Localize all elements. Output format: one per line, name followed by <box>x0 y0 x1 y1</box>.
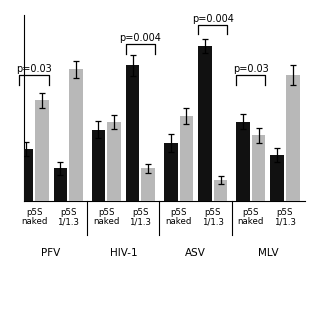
Text: HIV-1: HIV-1 <box>109 248 137 258</box>
Bar <box>252 135 266 201</box>
Text: p=0.004: p=0.004 <box>119 33 161 43</box>
Bar <box>107 122 121 201</box>
Text: PFV: PFV <box>42 248 61 258</box>
Text: ASV: ASV <box>185 248 206 258</box>
Text: MLV: MLV <box>258 248 278 258</box>
Bar <box>92 130 105 201</box>
Bar <box>286 75 300 201</box>
Bar <box>214 180 228 201</box>
Bar <box>198 46 212 201</box>
Bar <box>141 168 155 201</box>
Bar <box>53 168 67 201</box>
Bar <box>270 155 284 201</box>
Text: p=0.004: p=0.004 <box>192 14 234 24</box>
Bar <box>69 69 83 201</box>
Bar <box>35 100 49 201</box>
Bar <box>126 66 140 201</box>
Text: p=0.03: p=0.03 <box>16 64 52 74</box>
Bar <box>180 116 193 201</box>
Bar <box>164 143 178 201</box>
Bar <box>236 122 250 201</box>
Bar <box>20 149 33 201</box>
Text: p=0.03: p=0.03 <box>233 64 269 74</box>
